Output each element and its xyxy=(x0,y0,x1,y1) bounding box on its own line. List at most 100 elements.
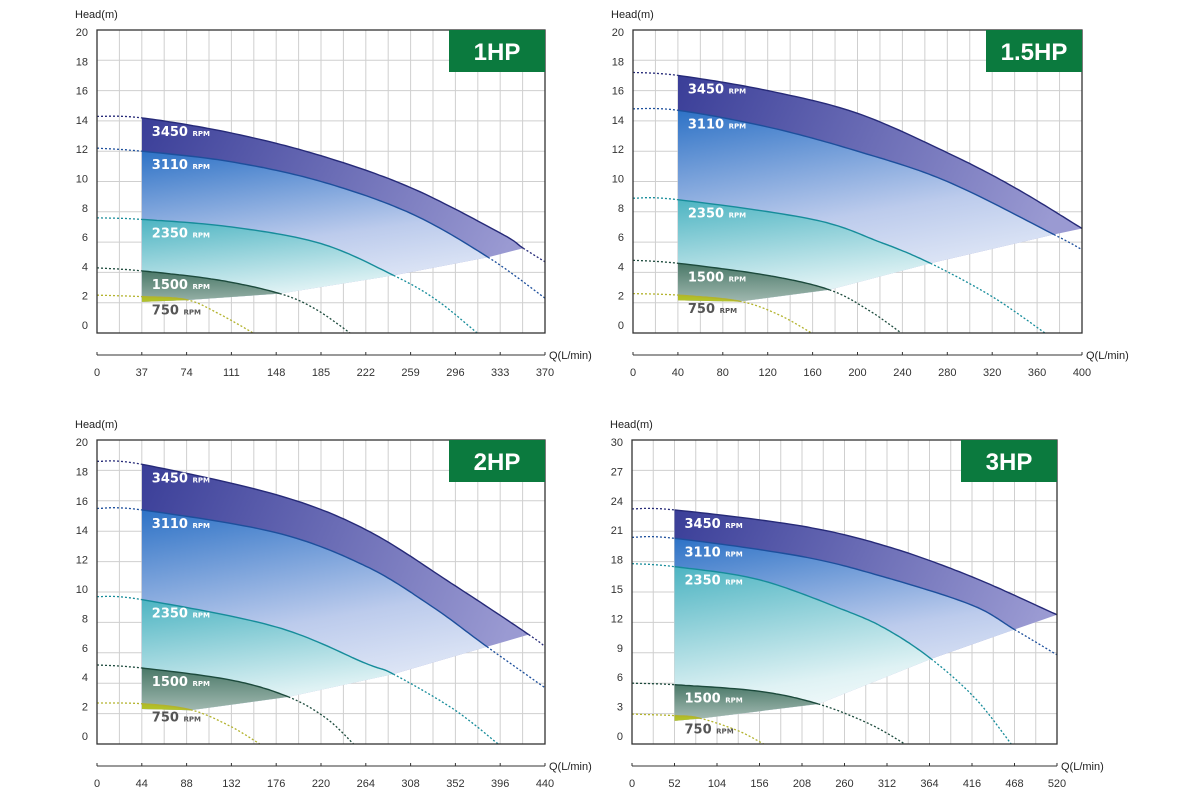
rpm-label-1500: 1500 RPM xyxy=(152,675,210,690)
curve-750-rpm xyxy=(141,295,187,301)
rpm-value: 3110 xyxy=(152,158,193,173)
x-tick-label: 52 xyxy=(668,778,680,790)
x-tick-label: 222 xyxy=(357,367,375,379)
x-tick-label: 333 xyxy=(491,367,509,379)
hp-badge xyxy=(449,440,545,482)
curve-2350-rpm xyxy=(677,199,931,264)
x-tick-label: 416 xyxy=(963,778,981,790)
x-tick-label: 520 xyxy=(1048,778,1066,790)
curve-3450-rpm xyxy=(677,74,1083,230)
y-tick-label: 12 xyxy=(611,613,623,625)
curve-3450-rpm xyxy=(674,509,1058,616)
x-tick-label: 312 xyxy=(878,778,896,790)
rpm-value: 3110 xyxy=(688,117,729,132)
rpm-value: 2350 xyxy=(688,207,729,222)
curve-3450-rpm xyxy=(141,463,530,636)
y-tick-label: 12 xyxy=(76,144,88,156)
rpm-unit: RPM xyxy=(729,275,747,283)
rpm-unit: RPM xyxy=(193,231,211,239)
x-tick-label: 44 xyxy=(136,778,148,790)
curve-2350-dashed-left xyxy=(631,562,675,568)
y-tick-label: 18 xyxy=(76,56,88,68)
rpm-unit: RPM xyxy=(725,579,743,587)
x-tick-label: 220 xyxy=(312,778,330,790)
rpm-value: 750 xyxy=(152,304,184,319)
y-axis-title: Head(m) xyxy=(610,419,653,431)
x-tick-label: 160 xyxy=(803,367,821,379)
band-2350-rpm xyxy=(141,219,478,302)
rpm-label-3110: 3110 RPM xyxy=(685,545,743,560)
band-1500-rpm xyxy=(141,270,351,302)
curve-3450-dashed-left xyxy=(632,507,675,511)
curve-3450-dashed-right xyxy=(522,247,546,263)
rpm-unit: RPM xyxy=(725,522,743,530)
x-tick-label: 37 xyxy=(136,367,148,379)
x-tick-label: 148 xyxy=(267,367,285,379)
rpm-unit: RPM xyxy=(720,307,738,315)
x-axis-title: Q(L/min) xyxy=(549,350,592,362)
x-tick-label: 111 xyxy=(223,367,240,379)
curve-750-dashed-right xyxy=(739,300,812,334)
x-tick-label: 104 xyxy=(708,778,726,790)
x-tick-label: 80 xyxy=(717,367,729,379)
y-tick-label: 8 xyxy=(82,203,88,215)
y-tick-label: 15 xyxy=(611,584,623,596)
rpm-label-750: 750 RPM xyxy=(685,723,734,738)
curve-750-rpm xyxy=(141,703,191,711)
curve-750-dashed-left xyxy=(97,702,142,705)
y-tick-label: 18 xyxy=(612,56,624,68)
curve-3110-dashed-left xyxy=(633,107,678,111)
y-tick-label: 20 xyxy=(76,27,88,39)
y-tick-label: 14 xyxy=(76,115,88,127)
x-tick-label: 360 xyxy=(1028,367,1046,379)
y-tick-label: 3 xyxy=(617,702,623,714)
y-tick-label: 2 xyxy=(82,702,88,714)
y-axis-title: Head(m) xyxy=(75,419,118,431)
y-tick-label: 30 xyxy=(611,437,623,449)
curve-3110-dashed-right xyxy=(487,256,546,299)
hp-badge-label: 3HP xyxy=(986,449,1033,476)
curve-3110-dashed-left xyxy=(97,147,142,152)
rpm-value: 3450 xyxy=(152,125,193,140)
x-tick-label: 120 xyxy=(759,367,777,379)
y-tick-label: 12 xyxy=(76,555,88,567)
rpm-label-750: 750 RPM xyxy=(688,302,737,317)
x-tick-label: 132 xyxy=(222,778,240,790)
rpm-unit: RPM xyxy=(193,476,211,484)
rpm-unit: RPM xyxy=(729,122,747,130)
curve-750-dashed-right xyxy=(190,709,261,745)
curve-750-dashed-right xyxy=(699,717,764,745)
curve-750-rpm xyxy=(674,714,700,719)
y-tick-label: 10 xyxy=(76,584,88,596)
rpm-label-750: 750 RPM xyxy=(152,711,201,726)
curve-750-dashed-left xyxy=(96,294,142,298)
curve-2350-dashed-right xyxy=(930,262,1046,334)
x-tick-label: 74 xyxy=(180,367,192,379)
x-tick-label: 296 xyxy=(446,367,464,379)
x-tick-label: 280 xyxy=(938,367,956,379)
y-tick-label: 20 xyxy=(76,437,88,449)
rpm-label-3110: 3110 RPM xyxy=(152,517,210,532)
rpm-label-1500: 1500 RPM xyxy=(685,692,743,707)
y-tick-label: 0 xyxy=(617,731,623,743)
curve-1500-dashed-right xyxy=(829,289,902,334)
y-tick-label: 18 xyxy=(76,466,88,478)
rpm-label-3450: 3450 RPM xyxy=(685,517,743,532)
rpm-value: 750 xyxy=(685,723,717,738)
rpm-label-2350: 2350 RPM xyxy=(688,207,746,222)
rpm-value: 3110 xyxy=(685,545,726,560)
plot-frame xyxy=(631,439,1058,745)
x-tick-label: 88 xyxy=(180,778,192,790)
curve-1500-rpm xyxy=(141,667,289,698)
curve-3110-dashed-left xyxy=(632,535,675,539)
x-tick-label: 364 xyxy=(920,778,938,790)
y-tick-label: 12 xyxy=(612,144,624,156)
curve-1500-dashed-left xyxy=(632,259,678,264)
curve-1500-dashed-left xyxy=(97,664,142,669)
y-tick-label: 2 xyxy=(618,291,624,303)
curve-750-dashed-right xyxy=(186,299,254,334)
rpm-unit: RPM xyxy=(193,522,211,530)
rpm-label-3110: 3110 RPM xyxy=(152,158,210,173)
rpm-label-1500: 1500 RPM xyxy=(688,270,746,285)
